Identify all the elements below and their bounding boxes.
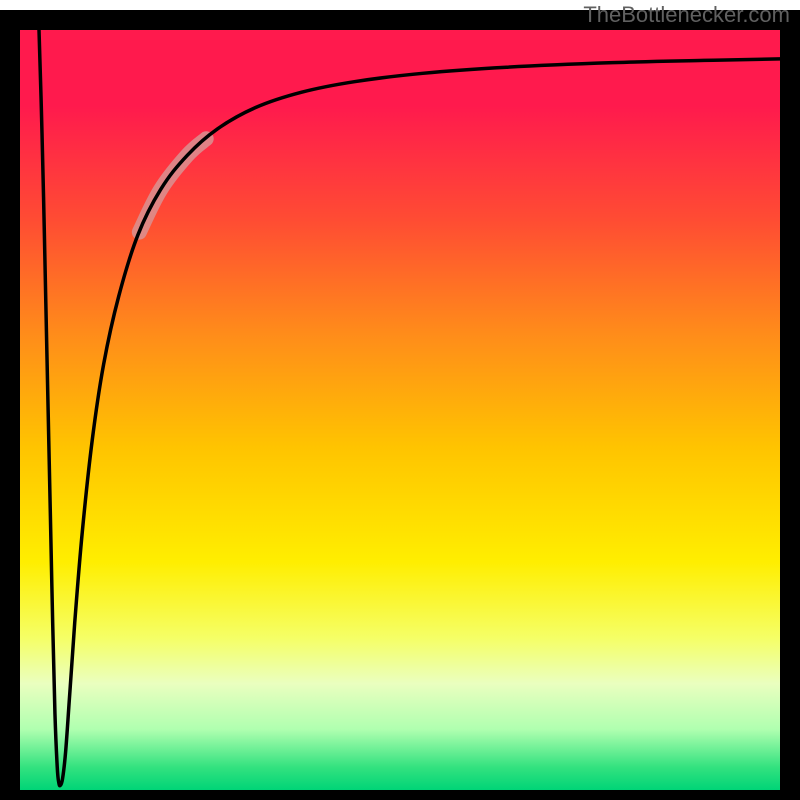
chart-svg: TheBottlenecker.com — [0, 0, 800, 800]
attribution-text: TheBottlenecker.com — [583, 2, 790, 27]
bottleneck-chart: TheBottlenecker.com — [0, 0, 800, 800]
plot-background — [20, 30, 780, 790]
